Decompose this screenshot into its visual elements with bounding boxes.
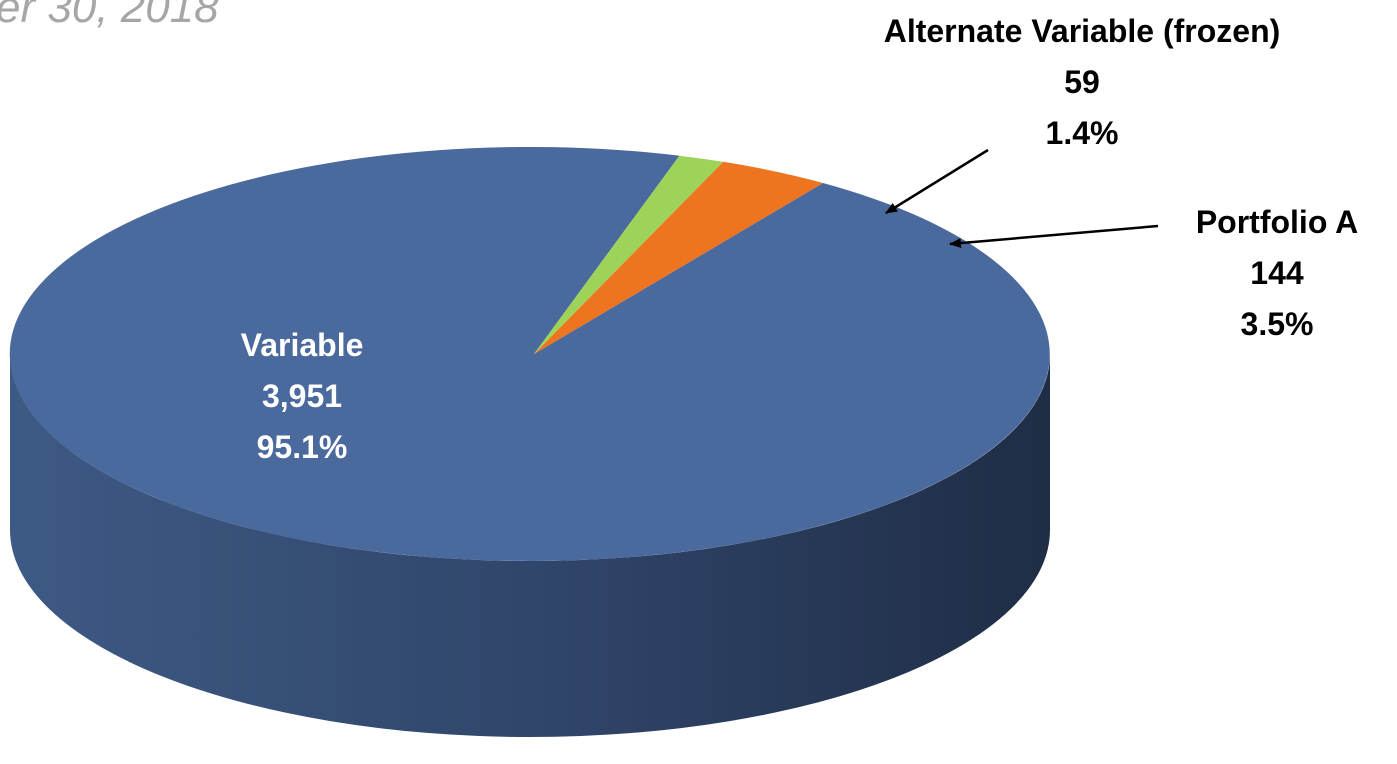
pie-side-wall bbox=[10, 354, 1050, 737]
alternate-variable-leader-arrow bbox=[885, 148, 989, 215]
slice-label-alternate-variable-name: Alternate Variable (frozen) bbox=[884, 13, 1281, 49]
slice-label-variable-percent: 95.1% bbox=[257, 429, 348, 465]
slice-label-portfolio-a-value: 144 bbox=[1250, 255, 1304, 291]
pie-slice-portfolio-a bbox=[534, 161, 823, 354]
slice-label-portfolio-a-name: Portfolio A bbox=[1196, 204, 1358, 240]
pie-slice-alternate-variable-frozen bbox=[534, 155, 724, 354]
slice-label-portfolio-a-percent: 3.5% bbox=[1241, 306, 1314, 342]
chart-subtitle-fragment: er 30, 2018 bbox=[0, 0, 219, 32]
slice-label-variable-name: Variable bbox=[241, 327, 364, 363]
slice-label-variable: Variable 3,951 95.1% bbox=[241, 327, 364, 465]
slice-callouts bbox=[885, 148, 1159, 249]
slice-label-portfolio-a: Portfolio A 144 3.5% bbox=[1196, 204, 1358, 342]
pie-side-wall-shape bbox=[10, 354, 1050, 737]
slice-label-alternate-variable-percent: 1.4% bbox=[1046, 115, 1119, 151]
pie-slice-variable bbox=[9, 146, 1050, 561]
portfolio-a-leader-arrow bbox=[949, 224, 1159, 249]
slice-label-alternate-variable: Alternate Variable (frozen) 59 1.4% bbox=[884, 13, 1281, 151]
slice-label-variable-value: 3,951 bbox=[262, 378, 342, 414]
pie-top-face bbox=[9, 146, 1050, 561]
slice-label-alternate-variable-value: 59 bbox=[1064, 64, 1100, 100]
